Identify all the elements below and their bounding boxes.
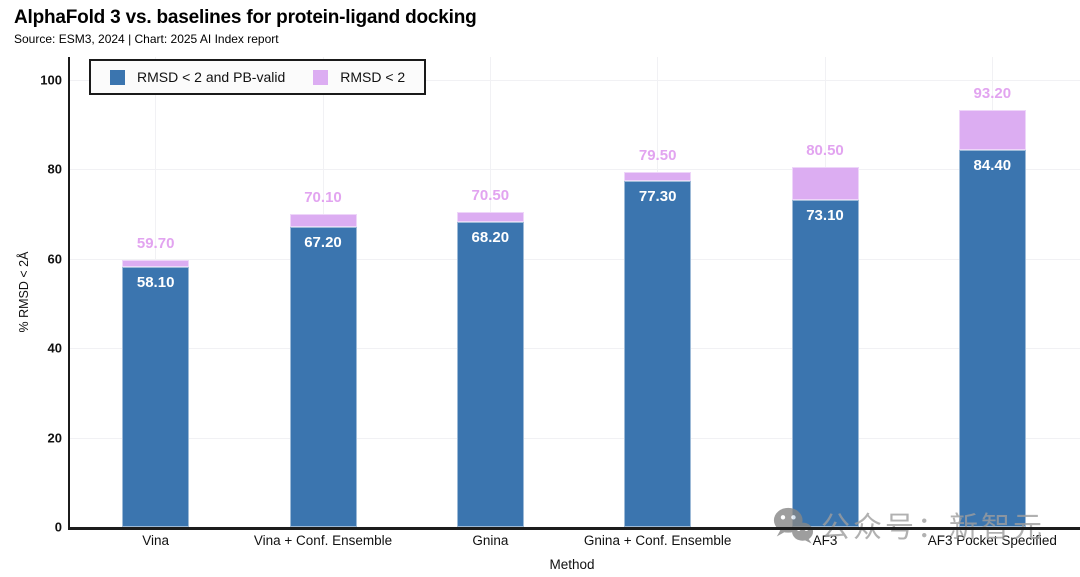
legend-item-blue: RMSD < 2 and PB-valid	[110, 69, 285, 85]
chart-subtitle: Source: ESM3, 2024 | Chart: 2025 AI Inde…	[14, 32, 279, 46]
legend-label-purple: RMSD < 2	[340, 69, 406, 85]
h-gridline	[70, 258, 1080, 260]
x-tick-label: AF3 Pocket Specified	[927, 533, 1057, 548]
bar-segment-rmsd2	[958, 110, 1026, 150]
y-tick-label: 80	[47, 161, 62, 177]
h-gridline	[70, 348, 1080, 350]
bar-value-label-total: 80.50	[806, 142, 844, 160]
bar-segment-rmsd2	[456, 211, 524, 223]
x-tick-label: Gnina	[472, 533, 509, 548]
bar-segment-pbvalid	[791, 200, 859, 527]
x-axis-title: Method	[549, 557, 595, 572]
bar-value-label-blue: 84.40	[973, 156, 1012, 174]
bar-value-label-total: 79.50	[638, 146, 677, 164]
bar-value-label-blue: 68.20	[471, 229, 510, 247]
bar-segment-pbvalid	[122, 267, 190, 527]
x-tick-label: Vina	[142, 533, 170, 548]
h-gridline	[70, 80, 1080, 81]
bar-segment-pbvalid	[624, 181, 692, 527]
y-tick-label: 100	[40, 72, 62, 88]
bar-segment-rmsd2	[122, 260, 190, 268]
y-tick-label: 0	[54, 519, 62, 535]
legend-item-purple: RMSD < 2	[313, 69, 405, 85]
bar-segment-rmsd2	[624, 171, 692, 182]
bar-segment-rmsd2	[289, 213, 357, 227]
legend-swatch-purple	[313, 69, 329, 85]
bar-segment-rmsd2	[791, 167, 859, 201]
x-axis-line	[68, 527, 1080, 530]
x-tick-label: AF3	[812, 533, 838, 548]
chart-title: AlphaFold 3 vs. baselines for protein-li…	[14, 7, 477, 28]
bar-value-label-blue: 67.20	[304, 233, 342, 251]
bar-value-label-total: 59.70	[136, 235, 175, 253]
bar-value-label-blue: 58.10	[136, 274, 175, 292]
x-tick-label: Vina + Conf. Ensemble	[253, 533, 393, 548]
legend-label-blue: RMSD < 2 and PB-valid	[137, 69, 286, 85]
y-tick-label: 20	[47, 430, 62, 446]
x-tick-label: Gnina + Conf. Ensemble	[583, 533, 732, 548]
h-gridline	[70, 437, 1080, 439]
y-tick-label: 60	[47, 251, 62, 267]
bar-segment-pbvalid	[289, 226, 357, 527]
bar-value-label-blue: 73.10	[806, 207, 844, 225]
bar-value-label-total: 93.20	[973, 85, 1012, 103]
y-axis-line	[68, 57, 70, 529]
bar-value-label-blue: 77.30	[638, 188, 677, 206]
legend-swatch-blue	[110, 69, 125, 85]
bar-value-label-total: 70.50	[471, 186, 510, 204]
bar-segment-pbvalid	[958, 149, 1026, 527]
bar-value-label-total: 70.10	[304, 188, 342, 206]
y-tick-label: 40	[47, 340, 62, 356]
legend: RMSD < 2 and PB-valid RMSD < 2	[89, 59, 427, 95]
h-gridline	[70, 169, 1080, 171]
bar-segment-pbvalid	[456, 222, 524, 527]
